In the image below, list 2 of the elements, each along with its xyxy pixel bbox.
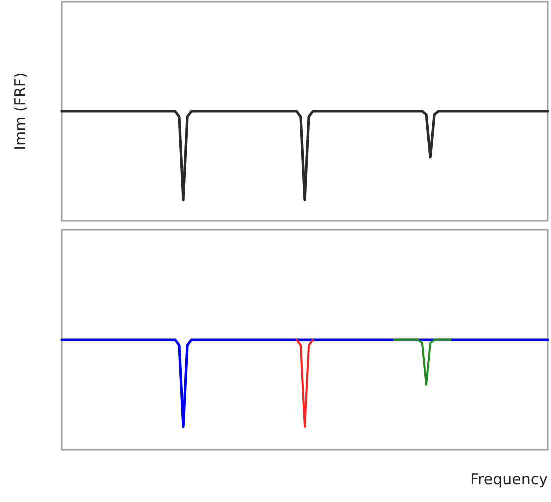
x-axis-title: Frequency <box>470 470 548 488</box>
y-axis-title: Imm (FRF) <box>12 72 30 150</box>
